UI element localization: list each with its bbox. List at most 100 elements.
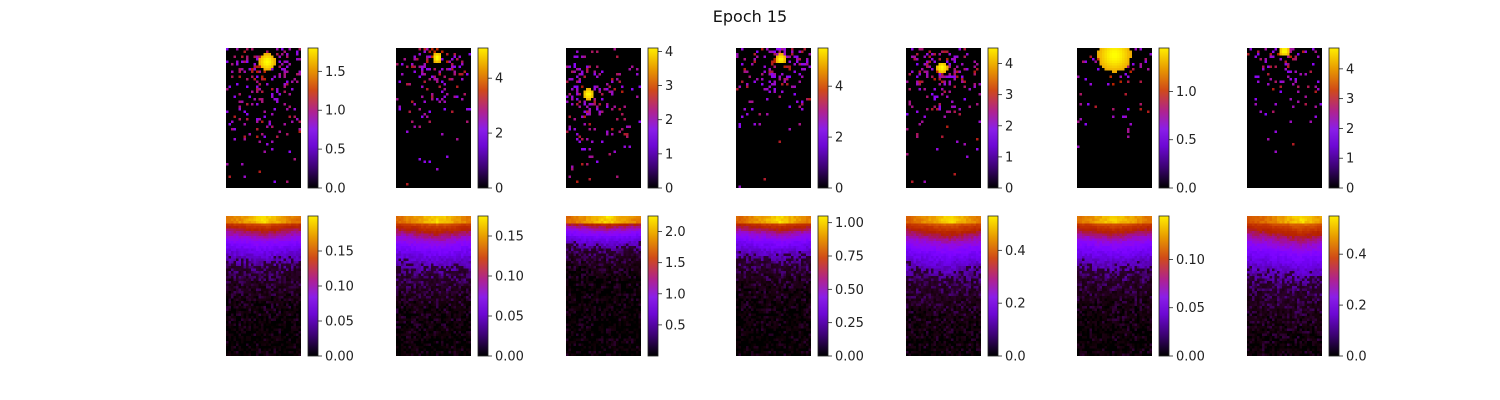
colorbar-tick-label: 0.00 (325, 350, 354, 365)
colorbar-frame (477, 215, 489, 357)
colorbar-tick-label: 0.2 (1005, 297, 1026, 312)
colorbar-tick-label: 1 (1005, 150, 1013, 165)
colorbar-tick-label: 1.5 (325, 65, 346, 80)
colorbar-tick-label: 0.4 (1346, 248, 1367, 263)
colorbar-tick-label: 0.5 (665, 318, 686, 333)
heatmap-image (226, 48, 301, 188)
colorbar-tick-label: 0.10 (495, 270, 524, 285)
colorbar (648, 48, 658, 188)
colorbar-tick-label: 2 (665, 113, 673, 128)
colorbar (818, 216, 828, 356)
heatmap-image (1077, 216, 1152, 356)
heatmap-panel-r1c6: 0.0 0.5 1.0 (1077, 47, 1197, 197)
colorbar-tick-label: 3 (1005, 88, 1013, 103)
colorbar-tick-label: 0.00 (835, 350, 864, 365)
colorbar-frame (817, 47, 829, 189)
colorbar-tick-label: 0.25 (835, 316, 864, 331)
colorbar (308, 216, 318, 356)
colorbar-tick-label: 0.0 (1176, 182, 1197, 197)
colorbar-tick-label: 0.05 (495, 310, 524, 325)
colorbar-tick-label: 0.15 (495, 230, 524, 245)
colorbar-tick-label: 0.05 (1176, 301, 1205, 316)
heatmap-image (566, 48, 641, 188)
colorbar-frame (647, 47, 659, 189)
colorbar-frame (1158, 47, 1170, 189)
colorbar-tick-label: 2.0 (665, 225, 686, 240)
heatmap-panel-r1c5: 0 1 2 3 4 (906, 47, 1013, 197)
colorbar-tick-label: 0.00 (495, 350, 524, 365)
colorbar-frame (1328, 215, 1340, 357)
colorbar-tick-label: 1 (665, 147, 673, 162)
colorbar (308, 48, 318, 188)
colorbar-tick-label: 0 (1005, 182, 1013, 197)
colorbar-tick-label: 2 (1346, 122, 1354, 137)
colorbar-tick-label: 0.4 (1005, 244, 1026, 259)
colorbar-frame (647, 215, 659, 357)
heatmap-panel-r2c2: 0.00 0.05 0.10 0.15 (396, 215, 524, 365)
colorbar-frame (987, 47, 999, 189)
heatmap-panel-r1c3: 0 1 2 3 4 (566, 45, 673, 197)
heatmap-image (736, 48, 811, 188)
colorbar-tick-label: 0 (1346, 182, 1354, 197)
colorbar-tick-label: 4 (1346, 62, 1354, 77)
colorbar (478, 48, 488, 188)
colorbar-tick-label: 2 (1005, 119, 1013, 134)
heatmap-panel-r2c3: 0.5 1.0 1.5 2.0 (566, 215, 686, 357)
colorbar-frame (307, 47, 319, 189)
heatmap-image (566, 216, 641, 356)
colorbar-tick-label: 0.2 (1346, 299, 1367, 314)
colorbar-tick-label: 1.0 (1176, 85, 1197, 100)
figure-title: Epoch 15 (713, 7, 787, 26)
colorbar (988, 48, 998, 188)
colorbar-frame (817, 215, 829, 357)
heatmap-panel-r2c7: 0.0 0.2 0.4 (1247, 215, 1367, 365)
colorbar-frame (477, 47, 489, 189)
colorbar-tick-label: 0.0 (1346, 350, 1367, 365)
colorbar-tick-label: 4 (835, 80, 843, 95)
heatmap-panel-r2c6: 0.00 0.05 0.10 (1077, 215, 1205, 365)
colorbar (818, 48, 828, 188)
colorbar-tick-label: 0.0 (325, 182, 346, 197)
colorbar (648, 216, 658, 356)
colorbar-tick-label: 0.5 (1176, 133, 1197, 148)
colorbar-tick-label: 2 (495, 127, 503, 142)
heatmap-image (906, 48, 981, 188)
colorbar (478, 216, 488, 356)
colorbar-tick-label: 0.10 (1176, 253, 1205, 268)
heatmap-image (396, 48, 471, 188)
colorbar-tick-label: 4 (665, 45, 673, 60)
colorbar-tick-label: 2 (835, 131, 843, 146)
heatmap-image (1247, 216, 1322, 356)
colorbar-tick-label: 3 (1346, 92, 1354, 107)
colorbar-tick-label: 0.50 (835, 283, 864, 298)
heatmap-panel-r1c2: 0 2 4 (396, 47, 503, 197)
heatmap-panel-r2c1: 0.00 0.05 0.10 0.15 (226, 215, 354, 365)
heatmap-panel-r1c4: 0 2 4 (736, 47, 843, 197)
colorbar-tick-label: 0.15 (325, 245, 354, 260)
colorbar-tick-label: 0.0 (1005, 350, 1026, 365)
heatmap-image (1247, 48, 1322, 188)
colorbar-frame (1158, 215, 1170, 357)
colorbar (1159, 48, 1169, 188)
heatmap-image (906, 216, 981, 356)
colorbar-tick-label: 0 (665, 182, 673, 197)
colorbar-frame (1328, 47, 1340, 189)
colorbar-tick-label: 1.0 (665, 287, 686, 302)
heatmap-panel-r2c4: 0.00 0.25 0.50 0.75 1.00 (736, 215, 864, 365)
colorbar (1159, 216, 1169, 356)
colorbar (988, 216, 998, 356)
colorbar-tick-label: 0.5 (325, 143, 346, 158)
heatmap-panel-r2c5: 0.0 0.2 0.4 (906, 215, 1026, 365)
colorbar-tick-label: 1.5 (665, 256, 686, 271)
colorbar-tick-label: 0.75 (835, 250, 864, 265)
colorbar-tick-label: 1.0 (325, 104, 346, 119)
heatmap-image (226, 216, 301, 356)
heatmap-image (396, 216, 471, 356)
colorbar-tick-label: 0.00 (1176, 350, 1205, 365)
colorbar-tick-label: 1.00 (835, 216, 864, 231)
heatmap-panel-r1c1: 0.0 0.5 1.0 1.5 (226, 47, 346, 197)
colorbar-tick-label: 0.05 (325, 315, 354, 330)
colorbar-tick-label: 0 (835, 182, 843, 197)
colorbar (1329, 48, 1339, 188)
colorbar-tick-label: 4 (495, 72, 503, 87)
